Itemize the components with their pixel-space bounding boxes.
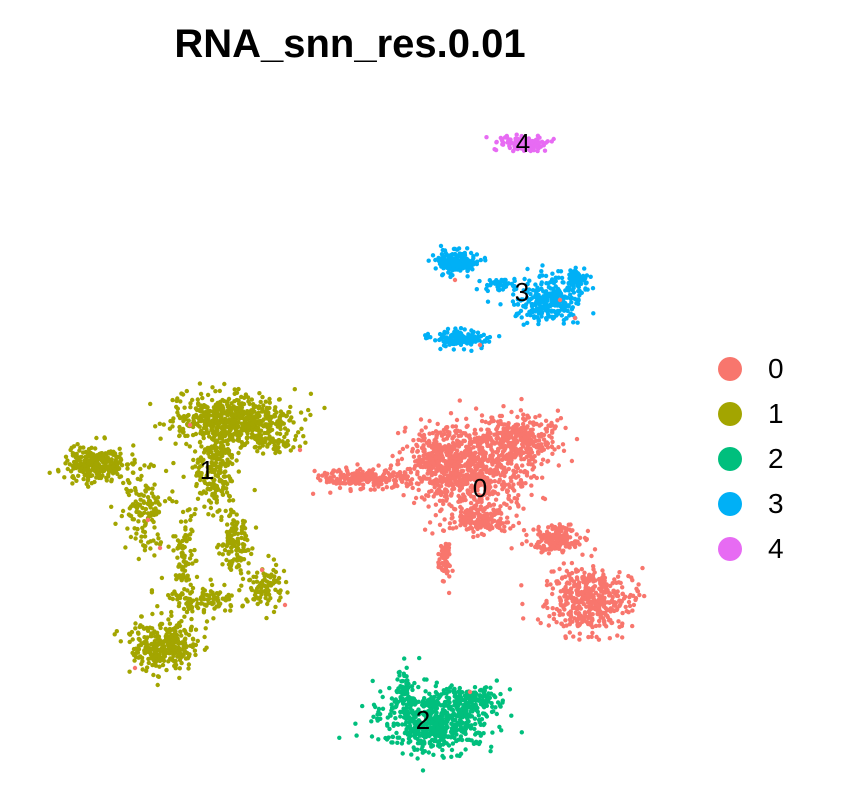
legend-label: 2 — [768, 442, 784, 474]
legend-item-4: 4 — [712, 526, 784, 571]
legend: 0 1 2 3 4 — [712, 346, 784, 571]
legend-item-0: 0 — [712, 346, 784, 391]
cluster-4-points — [484, 132, 556, 154]
cluster-0-points — [310, 396, 647, 642]
legend-item-2: 2 — [712, 436, 784, 481]
legend-label: 3 — [768, 487, 784, 519]
legend-swatch — [718, 536, 742, 561]
cluster-label-4: 4 — [516, 128, 530, 158]
legend-item-3: 3 — [712, 481, 784, 526]
cluster-label-3: 3 — [515, 277, 529, 307]
chart-title: RNA_snn_res.0.01 — [174, 22, 526, 66]
cluster-2-points — [337, 655, 524, 773]
umap-scatter-plot: 0 1 2 3 4 — [47, 128, 647, 773]
cluster-0-stray-points — [132, 277, 578, 695]
legend-label: 1 — [768, 397, 784, 429]
legend-swatch — [718, 356, 742, 381]
cluster-labels: 0 1 2 3 4 — [200, 128, 530, 735]
cluster-3-points — [423, 243, 596, 353]
legend-label: 4 — [768, 532, 784, 564]
legend-label: 0 — [768, 352, 784, 384]
cluster-label-2: 2 — [416, 705, 430, 735]
legend-swatch — [718, 491, 742, 516]
cluster-label-0: 0 — [473, 473, 487, 503]
cluster-label-1: 1 — [200, 455, 214, 485]
legend-swatch — [718, 446, 742, 471]
legend-swatch — [718, 401, 742, 426]
scatter-points — [47, 132, 647, 773]
legend-item-1: 1 — [712, 391, 784, 436]
cluster-1-points — [47, 381, 327, 688]
